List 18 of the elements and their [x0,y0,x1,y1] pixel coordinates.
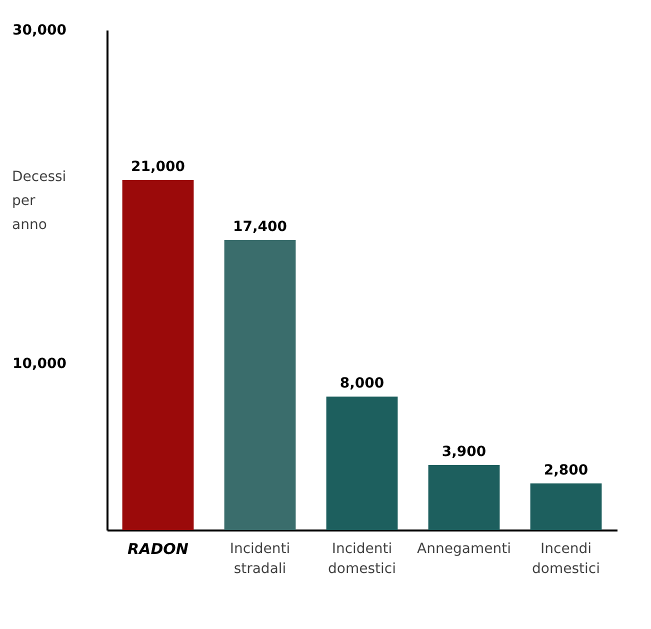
data-label: 8,000 [340,376,384,392]
data-label: 3,900 [442,444,486,460]
bar [530,483,602,530]
y-tick-label: 10,000 [12,356,67,372]
bar [326,396,398,530]
x-tick-label: RADON [128,540,189,558]
x-tick-label: Incidenti stradali [230,541,290,577]
y-axis-title: Decessi per anno [12,169,66,233]
bar [224,240,296,530]
x-tick-label: Annegamenti [417,541,511,557]
x-tick-label: Incidenti domestici [328,541,396,577]
y-tick-label: 30,000 [12,22,67,38]
bar [428,465,500,530]
data-label: 21,000 [130,159,186,175]
x-tick-label: Incendi domestici [532,541,600,577]
bar [122,180,194,530]
data-label: 17,400 [232,219,288,235]
data-label: 2,800 [544,462,588,478]
